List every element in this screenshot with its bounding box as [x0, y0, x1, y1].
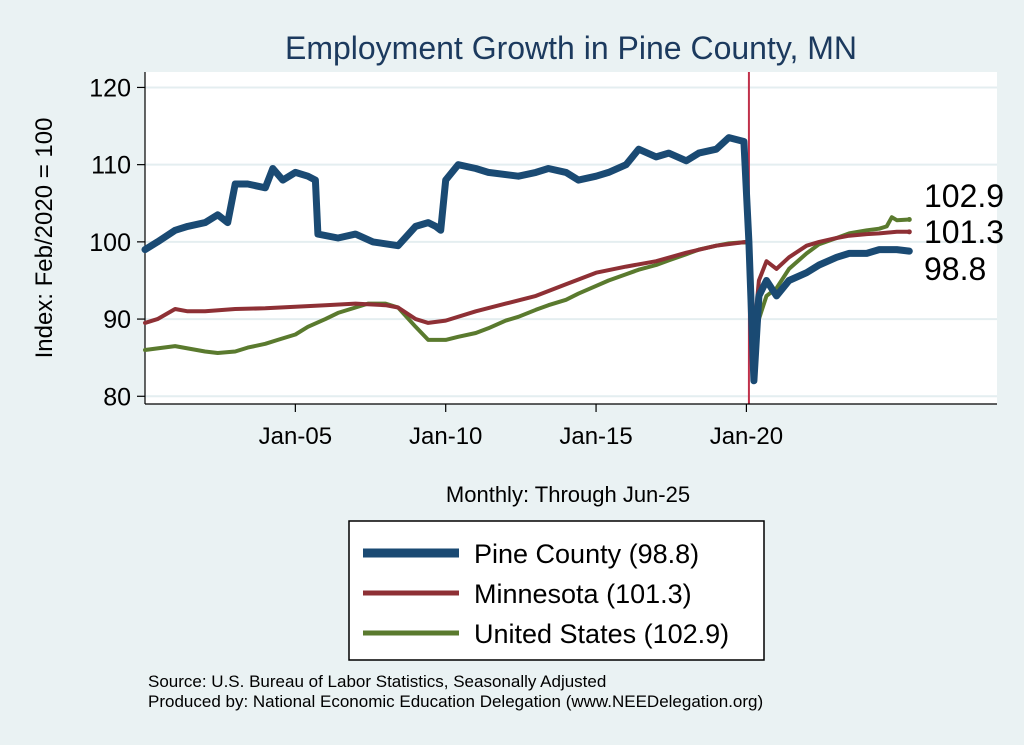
legend-label: United States (102.9)	[474, 619, 729, 649]
series-end-point	[906, 248, 912, 254]
axes: 80 90 100 110 120 Jan-05 Jan-10 Jan-15 Jan-20	[89, 72, 997, 450]
series-line	[143, 215, 912, 356]
end-value-label: 101.3	[924, 214, 1004, 250]
series-lines	[141, 134, 913, 385]
plot-area	[145, 72, 997, 404]
x-tick-label: Jan-10	[409, 423, 482, 450]
legend-label: Pine County (98.8)	[474, 539, 699, 569]
end-value-label: 102.9	[924, 178, 1004, 214]
x-tick-label: Jan-20	[710, 423, 783, 450]
series-line	[141, 134, 913, 385]
x-axis-label: Monthly: Through Jun-25	[446, 482, 690, 507]
x-tick-label: Jan-15	[559, 423, 632, 450]
y-axis-label: Index: Feb/2020 = 100	[31, 118, 58, 359]
producer-line: Produced by: National Economic Education…	[148, 692, 764, 711]
source-line: Source: U.S. Bureau of Labor Statistics,…	[148, 672, 607, 691]
series-end-point	[906, 229, 912, 235]
series-line	[143, 229, 912, 337]
x-tick-label: Jan-05	[259, 423, 332, 450]
y-tick-label: 80	[103, 383, 131, 411]
chart-title: Employment Growth in Pine County, MN	[285, 30, 857, 66]
y-tick-label: 110	[91, 152, 131, 180]
y-tick-label: 100	[89, 229, 131, 257]
source-note: Source: U.S. Bureau of Labor Statistics,…	[148, 672, 763, 712]
series-end-point	[906, 216, 912, 222]
legend: Pine County (98.8) Minnesota (101.3) Unite…	[348, 520, 765, 661]
y-tick-label: 120	[89, 74, 131, 102]
y-tick-label: 90	[103, 306, 131, 334]
legend-label: Minnesota (101.3)	[474, 579, 692, 609]
end-value-label: 98.8	[924, 251, 986, 287]
